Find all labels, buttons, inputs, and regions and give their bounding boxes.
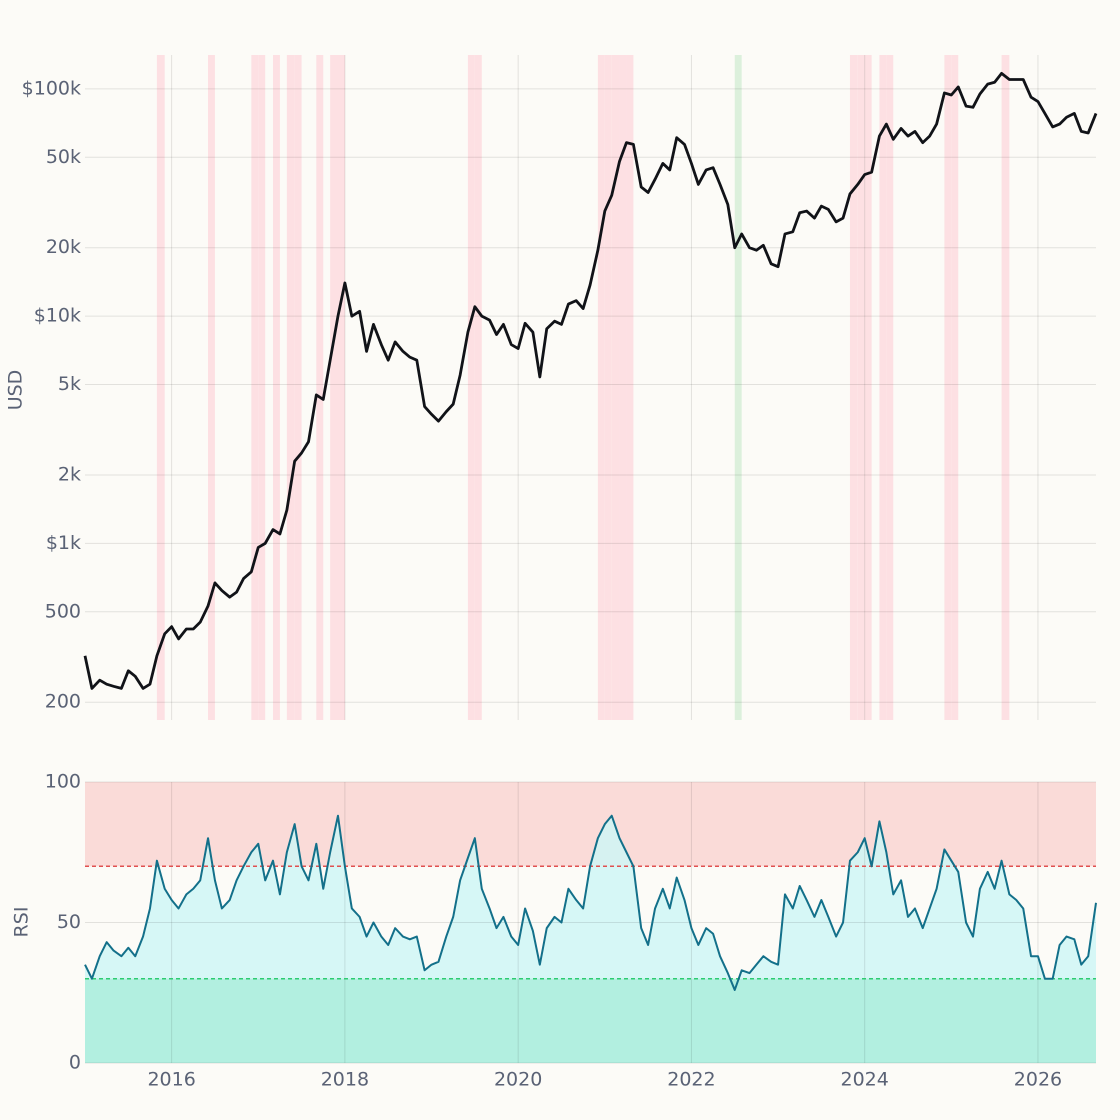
overbought-band xyxy=(272,55,280,720)
overbought-band xyxy=(316,55,324,720)
overbought-band xyxy=(604,55,612,720)
y-tick-label: 2k xyxy=(58,463,81,485)
y-tick-label: $1k xyxy=(46,532,81,554)
overbought-band xyxy=(337,55,345,720)
overbought-band xyxy=(864,55,872,720)
y-tick-label: 50k xyxy=(46,146,81,168)
overbought-band xyxy=(294,55,302,720)
x-tick-label: 2016 xyxy=(147,1069,195,1091)
y2-tick-label: 50 xyxy=(57,911,81,933)
x-tick-label: 2018 xyxy=(321,1069,369,1091)
oversold-zone xyxy=(85,978,1096,1063)
overbought-band xyxy=(156,55,165,720)
overbought-band xyxy=(597,55,605,720)
overbought-band xyxy=(467,55,475,720)
y-tick-label: $100k xyxy=(22,77,81,99)
y-tick-label: 200 xyxy=(45,691,81,713)
y-tick-label: 500 xyxy=(45,600,81,622)
overbought-band xyxy=(857,55,865,720)
y-tick-label: $10k xyxy=(34,305,81,327)
overbought-band xyxy=(286,55,295,720)
x-tick-label: 2026 xyxy=(1014,1069,1062,1091)
overbought-band xyxy=(951,55,959,720)
rsi-line xyxy=(84,814,1097,991)
y2-axis-title: RSI xyxy=(11,907,33,938)
oversold-band xyxy=(734,55,742,720)
x-tick-label: 2020 xyxy=(494,1069,542,1091)
y2-tick-label: 100 xyxy=(45,771,81,793)
overbought-band xyxy=(879,55,887,720)
overbought-band xyxy=(619,55,627,720)
overbought-band xyxy=(330,55,338,720)
overbought-band xyxy=(251,55,259,720)
y2-tick-label: 0 xyxy=(69,1052,81,1074)
x-tick-label: 2022 xyxy=(667,1069,715,1091)
y-tick-label: 5k xyxy=(58,373,81,395)
y-axis-title: USD xyxy=(5,370,27,411)
overbought-band xyxy=(944,55,952,720)
overbought-band xyxy=(626,55,634,720)
price-line xyxy=(83,72,1098,690)
overbought-band xyxy=(611,55,620,720)
overbought-band xyxy=(258,55,266,720)
overbought-band xyxy=(208,55,215,720)
y-tick-label: 20k xyxy=(46,236,81,258)
x-tick-label: 2024 xyxy=(841,1069,889,1091)
overbought-band xyxy=(849,55,858,720)
overbought-band xyxy=(474,55,482,720)
overbought-band xyxy=(886,55,894,720)
overbought-band xyxy=(1001,55,1010,720)
